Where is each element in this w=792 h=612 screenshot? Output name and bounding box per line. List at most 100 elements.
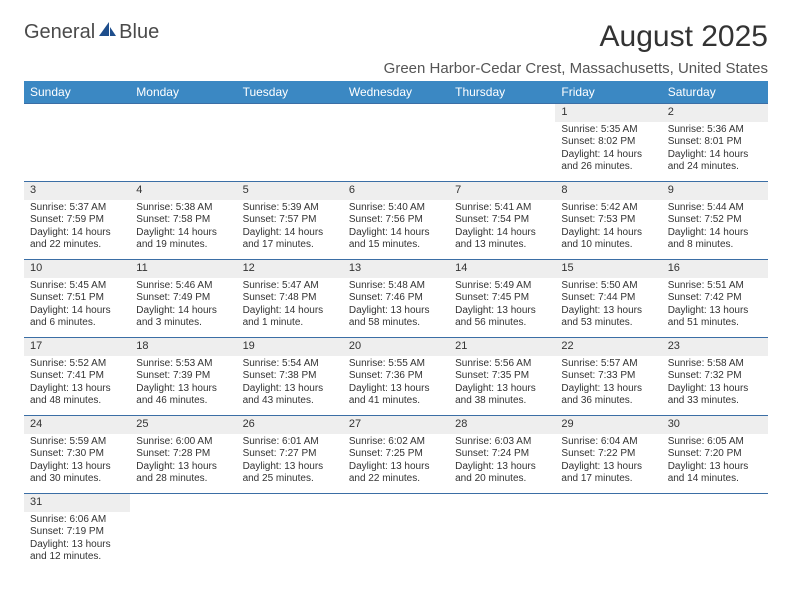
sunrise-text: Sunrise: 6:03 AM	[455, 436, 549, 449]
calendar-day: 23Sunrise: 5:58 AMSunset: 7:32 PMDayligh…	[662, 338, 768, 416]
day-number: 22	[555, 338, 661, 356]
sunset-text: Sunset: 7:56 PM	[349, 214, 443, 227]
calendar-day: 3Sunrise: 5:37 AMSunset: 7:59 PMDaylight…	[24, 182, 130, 260]
calendar-week: 10Sunrise: 5:45 AMSunset: 7:51 PMDayligh…	[24, 260, 768, 338]
calendar-week: 3Sunrise: 5:37 AMSunset: 7:59 PMDaylight…	[24, 182, 768, 260]
sunset-text: Sunset: 7:25 PM	[349, 448, 443, 461]
day-details: Sunrise: 5:40 AMSunset: 7:56 PMDaylight:…	[343, 200, 449, 256]
sail-icon	[97, 20, 117, 44]
logo-text-1: General	[24, 21, 95, 44]
day-number: 30	[662, 416, 768, 434]
sunrise-text: Sunrise: 6:02 AM	[349, 436, 443, 449]
day-details: Sunrise: 5:47 AMSunset: 7:48 PMDaylight:…	[237, 278, 343, 334]
daylight-text: Daylight: 14 hours and 15 minutes.	[349, 227, 443, 252]
calendar-day: 2Sunrise: 5:36 AMSunset: 8:01 PMDaylight…	[662, 104, 768, 182]
day-number: 1	[555, 104, 661, 122]
sunrise-text: Sunrise: 5:40 AM	[349, 202, 443, 215]
sunrise-text: Sunrise: 6:05 AM	[668, 436, 762, 449]
sunrise-text: Sunrise: 5:36 AM	[668, 124, 762, 137]
sunset-text: Sunset: 7:36 PM	[349, 370, 443, 383]
daylight-text: Daylight: 14 hours and 3 minutes.	[136, 305, 230, 330]
sunset-text: Sunset: 7:48 PM	[243, 292, 337, 305]
calendar-header: SundayMondayTuesdayWednesdayThursdayFrid…	[24, 81, 768, 104]
calendar-day	[237, 494, 343, 572]
day-details: Sunrise: 5:38 AMSunset: 7:58 PMDaylight:…	[130, 200, 236, 256]
sunset-text: Sunset: 7:58 PM	[136, 214, 230, 227]
day-details: Sunrise: 5:49 AMSunset: 7:45 PMDaylight:…	[449, 278, 555, 334]
day-number: 6	[343, 182, 449, 200]
day-number: 20	[343, 338, 449, 356]
day-number: 24	[24, 416, 130, 434]
day-number: 16	[662, 260, 768, 278]
sunset-text: Sunset: 7:28 PM	[136, 448, 230, 461]
sunrise-text: Sunrise: 5:46 AM	[136, 280, 230, 293]
daylight-text: Daylight: 14 hours and 6 minutes.	[30, 305, 124, 330]
sunrise-text: Sunrise: 5:49 AM	[455, 280, 549, 293]
day-details: Sunrise: 5:59 AMSunset: 7:30 PMDaylight:…	[24, 434, 130, 490]
daylight-text: Daylight: 14 hours and 26 minutes.	[561, 149, 655, 174]
sunrise-text: Sunrise: 5:58 AM	[668, 358, 762, 371]
weekday-header: Tuesday	[237, 81, 343, 104]
sunset-text: Sunset: 7:44 PM	[561, 292, 655, 305]
calendar-day	[237, 104, 343, 182]
sunset-text: Sunset: 7:39 PM	[136, 370, 230, 383]
day-details: Sunrise: 5:57 AMSunset: 7:33 PMDaylight:…	[555, 356, 661, 412]
day-number: 7	[449, 182, 555, 200]
day-details: Sunrise: 5:53 AMSunset: 7:39 PMDaylight:…	[130, 356, 236, 412]
sunset-text: Sunset: 7:32 PM	[668, 370, 762, 383]
day-details: Sunrise: 5:52 AMSunset: 7:41 PMDaylight:…	[24, 356, 130, 412]
day-details: Sunrise: 5:44 AMSunset: 7:52 PMDaylight:…	[662, 200, 768, 256]
calendar-day	[662, 494, 768, 572]
daylight-text: Daylight: 13 hours and 46 minutes.	[136, 383, 230, 408]
calendar-day: 9Sunrise: 5:44 AMSunset: 7:52 PMDaylight…	[662, 182, 768, 260]
sunrise-text: Sunrise: 5:38 AM	[136, 202, 230, 215]
day-details: Sunrise: 5:35 AMSunset: 8:02 PMDaylight:…	[555, 122, 661, 178]
day-number: 21	[449, 338, 555, 356]
sunset-text: Sunset: 7:46 PM	[349, 292, 443, 305]
calendar-day: 29Sunrise: 6:04 AMSunset: 7:22 PMDayligh…	[555, 416, 661, 494]
title-block: August 2025	[600, 20, 768, 54]
day-details: Sunrise: 5:41 AMSunset: 7:54 PMDaylight:…	[449, 200, 555, 256]
calendar-week: 17Sunrise: 5:52 AMSunset: 7:41 PMDayligh…	[24, 338, 768, 416]
weekday-header: Thursday	[449, 81, 555, 104]
sunset-text: Sunset: 7:49 PM	[136, 292, 230, 305]
calendar-day: 20Sunrise: 5:55 AMSunset: 7:36 PMDayligh…	[343, 338, 449, 416]
sunset-text: Sunset: 7:19 PM	[30, 526, 124, 539]
day-details: Sunrise: 5:55 AMSunset: 7:36 PMDaylight:…	[343, 356, 449, 412]
sunrise-text: Sunrise: 5:59 AM	[30, 436, 124, 449]
day-number: 19	[237, 338, 343, 356]
sunset-text: Sunset: 8:01 PM	[668, 136, 762, 149]
day-number: 31	[24, 494, 130, 512]
daylight-text: Daylight: 13 hours and 48 minutes.	[30, 383, 124, 408]
weekday-header: Friday	[555, 81, 661, 104]
day-details: Sunrise: 5:46 AMSunset: 7:49 PMDaylight:…	[130, 278, 236, 334]
day-number: 15	[555, 260, 661, 278]
sunset-text: Sunset: 7:54 PM	[455, 214, 549, 227]
day-details: Sunrise: 6:05 AMSunset: 7:20 PMDaylight:…	[662, 434, 768, 490]
daylight-text: Daylight: 13 hours and 30 minutes.	[30, 461, 124, 486]
calendar-table: SundayMondayTuesdayWednesdayThursdayFrid…	[24, 81, 768, 572]
calendar-day: 10Sunrise: 5:45 AMSunset: 7:51 PMDayligh…	[24, 260, 130, 338]
calendar-day	[343, 104, 449, 182]
calendar-day	[449, 494, 555, 572]
sunrise-text: Sunrise: 5:50 AM	[561, 280, 655, 293]
day-number: 4	[130, 182, 236, 200]
weekday-header: Wednesday	[343, 81, 449, 104]
sunrise-text: Sunrise: 5:37 AM	[30, 202, 124, 215]
calendar-day: 24Sunrise: 5:59 AMSunset: 7:30 PMDayligh…	[24, 416, 130, 494]
day-number: 13	[343, 260, 449, 278]
header: General Blue August 2025	[24, 20, 768, 54]
calendar-day: 14Sunrise: 5:49 AMSunset: 7:45 PMDayligh…	[449, 260, 555, 338]
daylight-text: Daylight: 14 hours and 19 minutes.	[136, 227, 230, 252]
logo: General Blue	[24, 20, 159, 44]
calendar-day: 13Sunrise: 5:48 AMSunset: 7:46 PMDayligh…	[343, 260, 449, 338]
calendar-week: 24Sunrise: 5:59 AMSunset: 7:30 PMDayligh…	[24, 416, 768, 494]
sunrise-text: Sunrise: 5:35 AM	[561, 124, 655, 137]
day-details: Sunrise: 6:01 AMSunset: 7:27 PMDaylight:…	[237, 434, 343, 490]
day-number: 10	[24, 260, 130, 278]
daylight-text: Daylight: 13 hours and 58 minutes.	[349, 305, 443, 330]
day-details: Sunrise: 6:02 AMSunset: 7:25 PMDaylight:…	[343, 434, 449, 490]
calendar-day	[555, 494, 661, 572]
day-number: 25	[130, 416, 236, 434]
daylight-text: Daylight: 13 hours and 53 minutes.	[561, 305, 655, 330]
